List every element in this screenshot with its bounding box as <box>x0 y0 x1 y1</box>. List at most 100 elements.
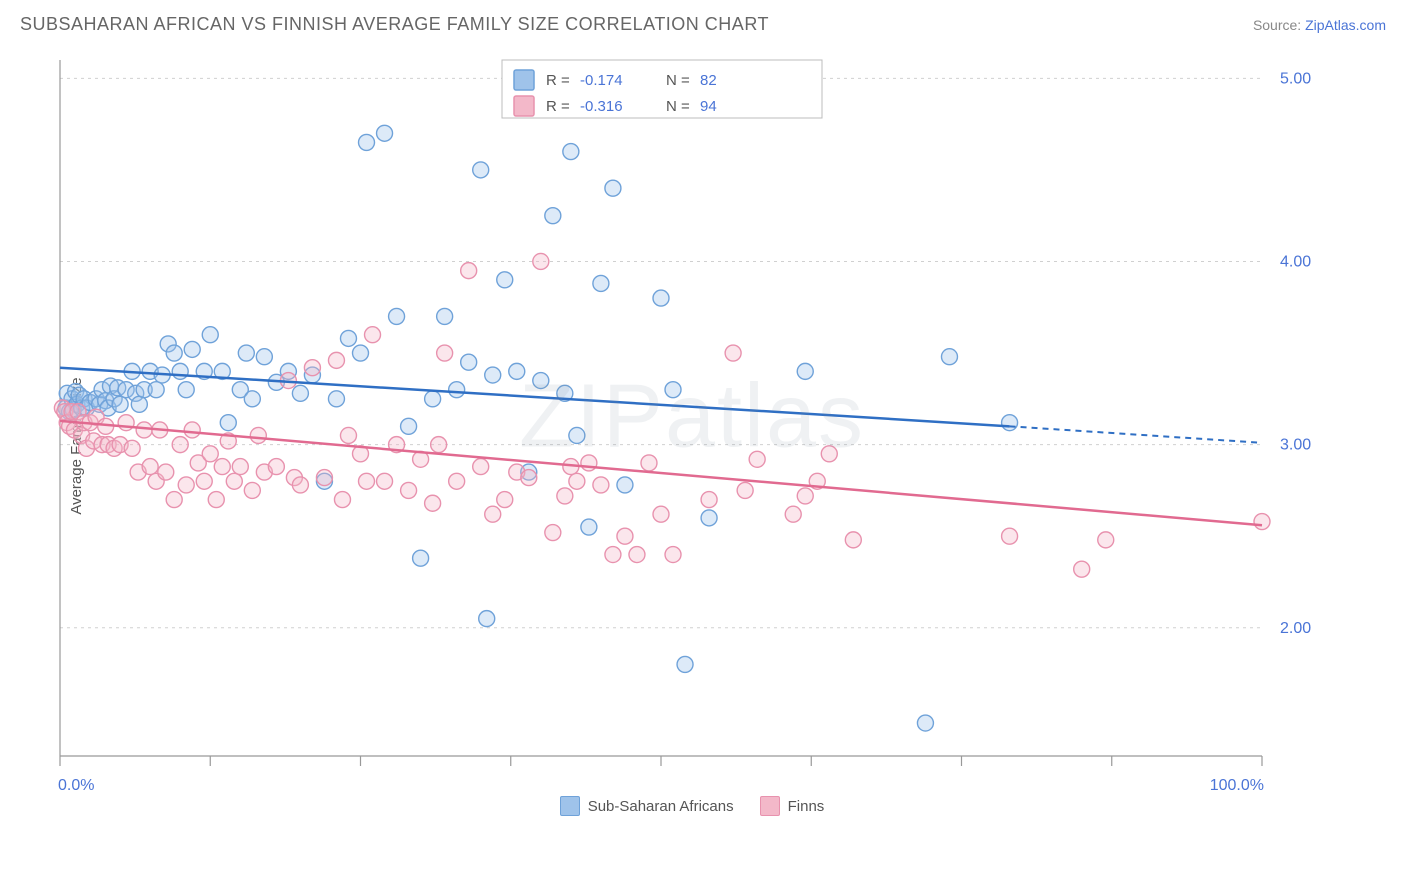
data-point <box>845 532 861 548</box>
data-point <box>359 134 375 150</box>
data-point <box>1098 532 1114 548</box>
data-point <box>148 382 164 398</box>
data-point <box>677 656 693 672</box>
data-point <box>292 477 308 493</box>
legend-item-ssa: Sub-Saharan Africans <box>560 796 734 816</box>
data-point <box>365 327 381 343</box>
data-point <box>1002 528 1018 544</box>
chart-header: SUBSAHARAN AFRICAN VS FINNISH AVERAGE FA… <box>20 14 1386 35</box>
data-point <box>617 528 633 544</box>
data-point <box>437 345 453 361</box>
data-point <box>605 180 621 196</box>
data-point <box>334 492 350 508</box>
data-point <box>545 525 561 541</box>
data-point <box>131 396 147 412</box>
scatter-chart: 2.003.004.005.000.0%100.0%R = -0.174N = … <box>52 52 1332 812</box>
data-point <box>797 363 813 379</box>
data-point <box>461 263 477 279</box>
data-point <box>359 473 375 489</box>
data-point <box>184 422 200 438</box>
y-tick-label: 2.00 <box>1280 620 1311 637</box>
data-point <box>545 208 561 224</box>
legend-swatch <box>760 796 780 816</box>
legend-n-value: 82 <box>700 72 717 89</box>
data-point <box>509 363 525 379</box>
data-point <box>437 308 453 324</box>
bottom-legend: Sub-Saharan Africans Finns <box>52 796 1332 816</box>
chart-source: Source: ZipAtlas.com <box>1253 17 1386 33</box>
data-point <box>821 446 837 462</box>
data-point <box>665 547 681 563</box>
x-axis-min-label: 0.0% <box>58 777 94 794</box>
data-point <box>316 470 332 486</box>
data-point <box>389 308 405 324</box>
legend-label: Sub-Saharan Africans <box>588 798 734 815</box>
data-point <box>617 477 633 493</box>
chart-title: SUBSAHARAN AFRICAN VS FINNISH AVERAGE FA… <box>20 14 769 35</box>
data-point <box>401 418 417 434</box>
data-point <box>353 345 369 361</box>
data-point <box>158 464 174 480</box>
data-point <box>473 459 489 475</box>
data-point <box>1254 514 1270 530</box>
legend-r-value: -0.316 <box>580 98 623 115</box>
data-point <box>485 367 501 383</box>
data-point <box>533 373 549 389</box>
legend-label: Finns <box>788 798 825 815</box>
data-point <box>473 162 489 178</box>
data-point <box>653 506 669 522</box>
data-point <box>202 327 218 343</box>
data-point <box>569 427 585 443</box>
source-link[interactable]: ZipAtlas.com <box>1305 17 1386 33</box>
data-point <box>250 427 266 443</box>
x-axis-max-label: 100.0% <box>1210 777 1264 794</box>
data-point <box>220 415 236 431</box>
data-point <box>563 144 579 160</box>
data-point <box>178 477 194 493</box>
data-point <box>425 495 441 511</box>
data-point <box>136 422 152 438</box>
data-point <box>256 349 272 365</box>
data-point <box>142 459 158 475</box>
legend-swatch <box>514 70 534 90</box>
data-point <box>425 391 441 407</box>
data-point <box>431 437 447 453</box>
data-point <box>497 492 513 508</box>
data-point <box>785 506 801 522</box>
data-point <box>665 382 681 398</box>
data-point <box>112 396 128 412</box>
data-point <box>581 519 597 535</box>
correlation-legend: R = -0.174N = 82R = -0.316N = 94 <box>502 60 822 118</box>
data-point <box>244 391 260 407</box>
data-point <box>521 470 537 486</box>
data-point <box>304 360 320 376</box>
data-point <box>340 330 356 346</box>
data-point <box>328 352 344 368</box>
data-point <box>449 473 465 489</box>
data-point <box>208 492 224 508</box>
data-point <box>184 341 200 357</box>
data-point <box>172 437 188 453</box>
data-point <box>377 125 393 141</box>
data-point <box>202 446 218 462</box>
data-point <box>178 382 194 398</box>
data-point <box>166 345 182 361</box>
legend-swatch <box>514 96 534 116</box>
data-point <box>232 459 248 475</box>
chart-plot-area: ZIPatlas 2.003.004.005.000.0%100.0%R = -… <box>52 52 1332 812</box>
data-point <box>581 455 597 471</box>
data-point <box>917 715 933 731</box>
data-point <box>797 488 813 504</box>
source-prefix: Source: <box>1253 17 1305 33</box>
data-point <box>244 482 260 498</box>
data-point <box>533 253 549 269</box>
data-point <box>461 354 477 370</box>
data-point <box>1002 415 1018 431</box>
legend-n-label: N = <box>666 72 690 89</box>
data-point <box>485 506 501 522</box>
legend-item-finns: Finns <box>760 796 825 816</box>
legend-n-label: N = <box>666 98 690 115</box>
data-point <box>268 459 284 475</box>
data-point <box>605 547 621 563</box>
data-point <box>196 473 212 489</box>
